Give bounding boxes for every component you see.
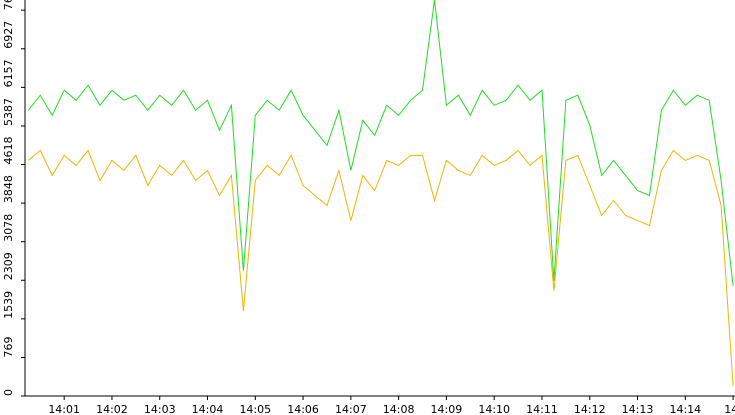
x-tick-label: 14:04 bbox=[192, 403, 224, 415]
x-tick-label: 14:02 bbox=[96, 403, 128, 415]
x-tick-label: 14:13 bbox=[622, 403, 654, 415]
y-tick-label: 0 bbox=[2, 389, 15, 396]
x-tick-label: 14:06 bbox=[287, 403, 319, 415]
y-tick-label: 1539 bbox=[2, 291, 15, 319]
y-tick-label: 3848 bbox=[2, 175, 15, 203]
y-tick-label: 769 bbox=[2, 336, 15, 357]
x-tick-label: 14:14 bbox=[669, 403, 701, 415]
x-tick-label: 14:03 bbox=[144, 403, 176, 415]
x-tick-label: 14:01 bbox=[48, 403, 80, 415]
x-tick-label: 14:12 bbox=[574, 403, 606, 415]
y-tick-label: 4618 bbox=[2, 137, 15, 165]
y-tick-label: 3078 bbox=[2, 214, 15, 242]
x-tick-label: 14: bbox=[724, 403, 735, 415]
x-tick-label: 14:08 bbox=[383, 403, 415, 415]
x-tick-label: 14:09 bbox=[431, 403, 463, 415]
x-tick-label: 14:10 bbox=[478, 403, 510, 415]
y-tick-label: 6157 bbox=[2, 59, 15, 87]
y-tick-label: 7697 bbox=[2, 0, 15, 10]
y-tick-label: 6927 bbox=[2, 21, 15, 49]
x-tick-label: 14:11 bbox=[526, 403, 558, 415]
y-tick-label: 5387 bbox=[2, 98, 15, 126]
y-tick-label: 2309 bbox=[2, 252, 15, 280]
x-tick-label: 14:05 bbox=[239, 403, 271, 415]
series-line bbox=[27, 149, 734, 387]
series-line bbox=[27, 0, 734, 286]
x-tick-label: 14:07 bbox=[335, 403, 367, 415]
